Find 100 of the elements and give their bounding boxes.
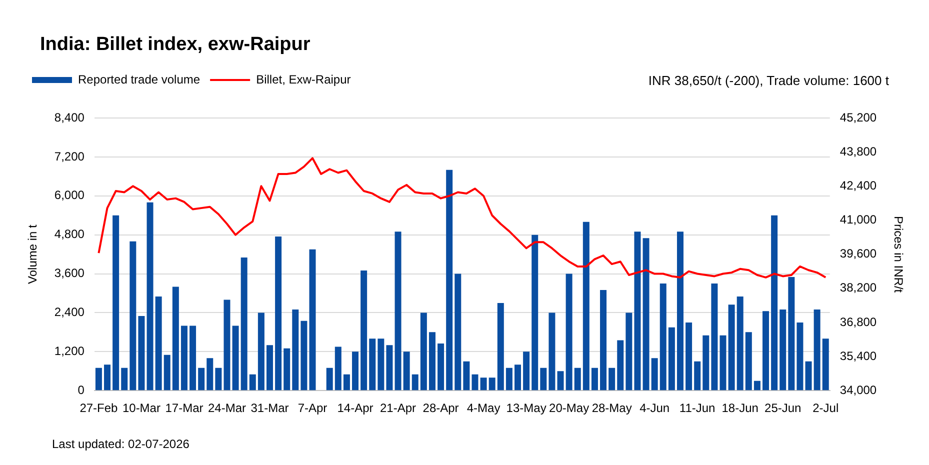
bar (446, 170, 453, 390)
y2-tick-label: 35,400 (840, 348, 877, 363)
bar (702, 335, 710, 390)
bar (660, 284, 666, 390)
bar (224, 300, 230, 390)
bar (634, 232, 641, 390)
y-tick-label: 2,400 (54, 305, 85, 320)
x-tick-label: 20-May (549, 401, 590, 416)
bar (95, 368, 102, 390)
bar (104, 364, 111, 390)
bar (215, 368, 222, 390)
bar (428, 332, 436, 390)
bar (164, 354, 170, 390)
bar (121, 368, 128, 390)
bar (138, 316, 145, 390)
bar (497, 302, 504, 390)
bar (463, 361, 470, 390)
bar (360, 270, 368, 390)
y2-tick-label: 34,000 (840, 382, 877, 397)
bar (771, 215, 778, 390)
bar (591, 368, 598, 390)
y-tick-label: 4,800 (54, 227, 85, 242)
bar (600, 290, 607, 390)
bar (352, 352, 359, 390)
bar (548, 312, 556, 390)
bar (172, 286, 179, 390)
bar (198, 368, 205, 390)
bar (566, 274, 572, 390)
x-tick-label: 11-Jun (679, 401, 716, 416)
bar (412, 374, 418, 390)
bar (488, 378, 496, 390)
bar (506, 368, 512, 390)
bar (514, 364, 521, 390)
legend-label: Billet, Exw-Raipur (256, 72, 351, 86)
bar (326, 368, 333, 390)
y2-tick-label: 39,600 (840, 246, 877, 261)
bar (180, 326, 188, 390)
text: INR 38,650/t (-200), Trade volume: 1600 t (648, 73, 889, 88)
bar (258, 312, 264, 390)
x-tick-label: 21-Apr (380, 401, 416, 416)
y2-tick-label: 42,400 (840, 178, 877, 192)
bar (676, 232, 684, 390)
bar (668, 327, 675, 390)
x-tick-label: 4-May (466, 401, 500, 416)
bar (480, 378, 487, 390)
bar (532, 234, 538, 390)
text: Last updated: 02-07-2026 (52, 437, 190, 451)
bar (814, 309, 820, 390)
bar (190, 326, 196, 390)
bar (822, 338, 829, 390)
bar (574, 368, 581, 390)
chart-title: India: Billet index, exw-Raipur (40, 34, 310, 56)
bar (617, 340, 624, 390)
y2-tick-label: 36,800 (840, 314, 877, 329)
bar (626, 312, 632, 390)
x-tick-label: 24-Mar (208, 401, 246, 416)
bar (720, 335, 726, 390)
x-tick-label: 27-Feb (80, 401, 118, 416)
y2-tick-label: 41,000 (840, 212, 877, 227)
bar (240, 258, 248, 390)
y-tick-label: 7,200 (54, 149, 85, 164)
y2-axis-title: Prices in INR/t (891, 216, 906, 294)
y-tick-label: 3,600 (54, 266, 85, 280)
y-axis-title: Volume in t (26, 224, 40, 284)
x-tick-label: 4-Jun (640, 401, 670, 416)
bar (788, 277, 795, 390)
bar (762, 311, 770, 390)
bar (454, 274, 462, 390)
bar (394, 232, 402, 390)
legend-label: Reported trade volume (78, 72, 200, 86)
y2-tick-label: 38,200 (840, 280, 877, 295)
bar (249, 374, 256, 390)
bar (694, 361, 701, 390)
bar (523, 352, 530, 390)
x-tick-label: 28-May (592, 401, 632, 416)
bar (130, 241, 136, 390)
y-tick-label: 6,000 (54, 188, 85, 202)
y2-tick-label: 43,800 (840, 144, 877, 158)
bar (386, 345, 393, 390)
bar (292, 309, 299, 390)
bar (557, 371, 564, 390)
bar (334, 346, 342, 390)
bar (540, 368, 547, 390)
bar (728, 304, 735, 390)
bar (112, 215, 120, 390)
bar (343, 374, 350, 390)
bar (608, 368, 616, 390)
x-tick-label: 31-Mar (250, 401, 289, 416)
x-tick-label: 28-Apr (422, 401, 459, 416)
bar (266, 345, 273, 390)
bar (642, 238, 650, 390)
x-tick-label: 7-Apr (298, 401, 328, 416)
bar (805, 361, 812, 390)
y-tick-label: 1,200 (54, 344, 85, 358)
bar (686, 322, 692, 390)
bar (736, 296, 744, 390)
bar (745, 332, 752, 390)
bar (284, 348, 290, 390)
y-tick-label: 8,400 (54, 110, 85, 124)
x-tick-label: 10-Mar (122, 401, 160, 416)
